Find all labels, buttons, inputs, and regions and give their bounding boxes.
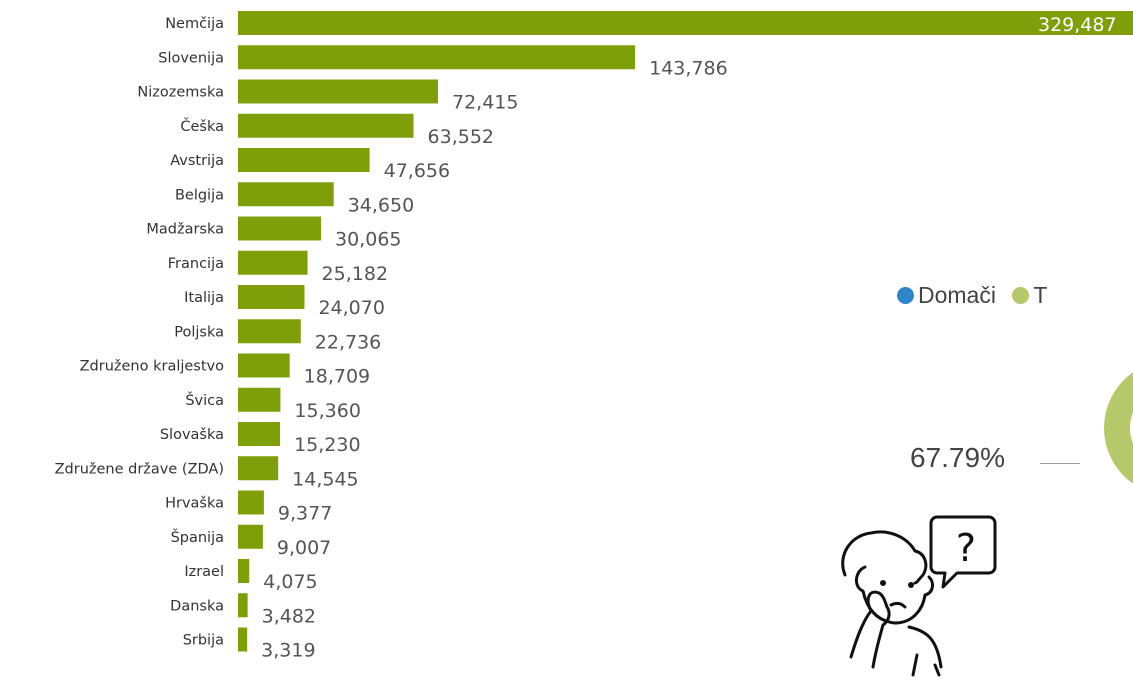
donut-leader-line xyxy=(1040,463,1080,464)
category-label-spanija: Španija xyxy=(171,528,224,546)
person-body xyxy=(909,627,941,675)
category-label-ceska: Češka xyxy=(180,117,224,135)
legend-item-tuji[interactable]: T xyxy=(1012,282,1047,309)
bar-hrvaska[interactable] xyxy=(238,491,264,515)
donut-legend: Domači T xyxy=(897,282,1057,310)
value-label-avstrija: 47,656 xyxy=(384,160,450,182)
value-label-slovaska: 15,230 xyxy=(294,434,360,456)
bar-danska[interactable] xyxy=(238,593,248,617)
category-label-nemcija: Nemčija xyxy=(165,16,224,32)
value-label-srbija: 3,319 xyxy=(261,640,315,662)
bar-zdruzeno-kraljestvo[interactable] xyxy=(238,354,290,378)
bar-nemcija[interactable] xyxy=(238,11,1133,35)
bar-ceska[interactable] xyxy=(238,114,414,138)
category-label-danska: Danska xyxy=(170,598,224,614)
category-label-nizozemska: Nizozemska xyxy=(137,85,224,101)
donut-percentage-label: 67.79% xyxy=(910,442,1005,474)
question-mark-icon: ? xyxy=(956,526,976,570)
person-mouth xyxy=(891,603,905,607)
category-label-svica: Švica xyxy=(185,391,224,409)
donut-chart xyxy=(1070,358,1133,498)
category-label-srbija: Srbija xyxy=(183,633,224,649)
category-label-izrael: Izrael xyxy=(184,564,224,580)
category-label-zdruzene-drzave-zda: Združene države (ZDA) xyxy=(55,461,224,477)
category-label-francija: Francija xyxy=(168,256,224,272)
category-label-poljska: Poljska xyxy=(174,324,224,340)
category-label-avstrija: Avstrija xyxy=(170,153,224,169)
bar-italija[interactable] xyxy=(238,285,304,309)
value-label-belgija: 34,650 xyxy=(348,194,414,216)
category-label-italija: Italija xyxy=(184,290,224,306)
bar-madzarska[interactable] xyxy=(238,217,321,241)
value-label-izrael: 4,075 xyxy=(263,571,317,593)
value-label-hrvaska: 9,377 xyxy=(278,503,332,525)
value-label-francija: 25,182 xyxy=(322,263,388,285)
value-label-svica: 15,360 xyxy=(294,400,360,422)
category-label-zdruzeno-kraljestvo: Združeno kraljestvo xyxy=(80,359,225,375)
value-label-zdruzene-drzave-zda: 14,545 xyxy=(292,468,358,490)
bar-slovenija[interactable] xyxy=(238,45,635,69)
bar-poljska[interactable] xyxy=(238,319,301,343)
value-label-nizozemska: 72,415 xyxy=(452,92,518,114)
value-label-zdruzeno-kraljestvo: 18,709 xyxy=(304,366,370,388)
value-label-danska: 3,482 xyxy=(262,605,316,627)
bar-avstrija[interactable] xyxy=(238,148,370,172)
category-label-hrvaska: Hrvaška xyxy=(165,496,224,512)
value-label-madzarska: 30,065 xyxy=(335,229,401,251)
bar-svica[interactable] xyxy=(238,388,280,412)
thinking-person-icon: ? xyxy=(825,505,1005,680)
category-label-slovenija: Slovenija xyxy=(158,50,224,66)
value-label-slovenija: 143,786 xyxy=(649,57,728,79)
category-label-slovaska: Slovaška xyxy=(160,427,224,443)
bar-slovaska[interactable] xyxy=(238,422,280,446)
category-label-belgija: Belgija xyxy=(175,187,224,203)
value-label-ceska: 63,552 xyxy=(428,126,494,148)
bar-izrael[interactable] xyxy=(238,559,249,583)
bar-srbija[interactable] xyxy=(238,628,247,652)
bar-nizozemska[interactable] xyxy=(238,80,438,104)
category-label-madzarska: Madžarska xyxy=(146,222,224,238)
bar-francija[interactable] xyxy=(238,251,308,275)
bar-belgija[interactable] xyxy=(238,182,334,206)
value-label-nemcija: 329,487 xyxy=(1038,14,1117,36)
legend-label-domaci: Domači xyxy=(918,282,996,309)
donut-slice-tuji[interactable] xyxy=(1117,373,1133,483)
value-label-poljska: 22,736 xyxy=(315,331,381,353)
value-label-spanija: 9,007 xyxy=(277,537,331,559)
legend-label-tuji: T xyxy=(1033,282,1047,309)
legend-dot-tuji xyxy=(1012,287,1029,304)
person-hair xyxy=(843,532,926,583)
value-label-italija: 24,070 xyxy=(318,297,384,319)
person-eye-right xyxy=(908,582,914,588)
legend-dot-domaci xyxy=(897,287,914,304)
bar-spanija[interactable] xyxy=(238,525,263,549)
bar-zdruzene-drzave-zda[interactable] xyxy=(238,456,278,480)
legend-item-domaci[interactable]: Domači xyxy=(897,282,996,309)
person-eye-left xyxy=(880,580,886,586)
person-hand xyxy=(851,592,889,667)
